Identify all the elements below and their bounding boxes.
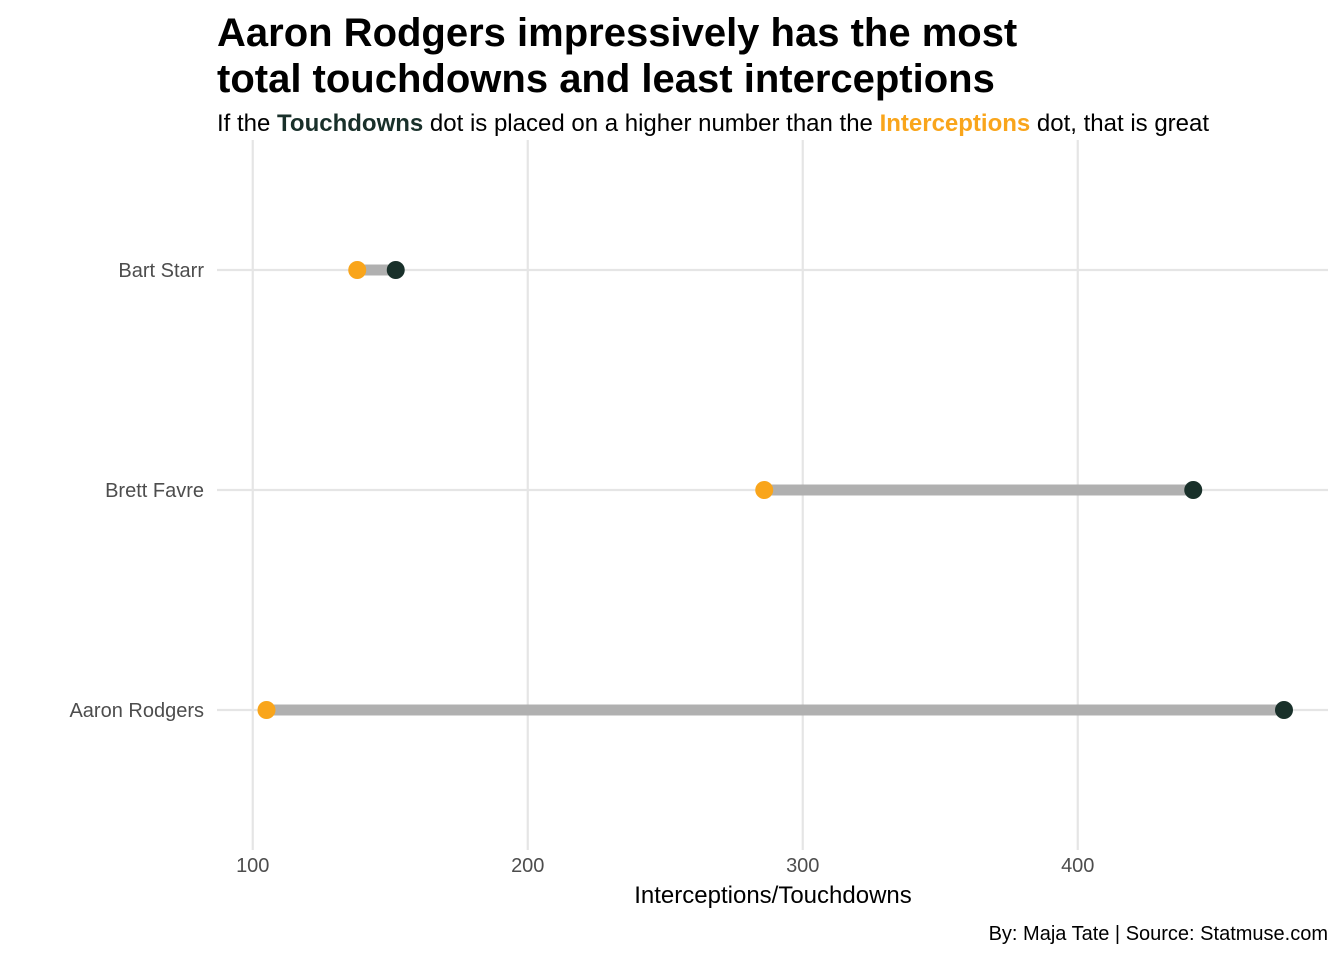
subtitle-text-1: If the (217, 110, 278, 137)
touchdowns-point (1184, 481, 1203, 499)
chart-title-line-1: Aaron Rodgers impressively has the most (217, 11, 1018, 55)
subtitle-interceptions-word: Interceptions (879, 110, 1031, 137)
interceptions-point (755, 481, 774, 499)
chart-subtitle: If the Touchdowns dot is placed on a hig… (217, 109, 1209, 139)
touchdowns-point (386, 261, 405, 279)
x-tick-label: 100 (236, 855, 269, 877)
x-tick-label: 200 (511, 855, 544, 877)
y-tick-label: Aaron Rodgers (69, 700, 204, 722)
chart-caption: By: Maja Tate | Source: Statmuse.com (988, 923, 1328, 945)
chart-title-line-2: total touchdowns and least interceptions (217, 57, 995, 101)
touchdowns-point (1275, 701, 1293, 719)
interceptions-point (257, 701, 276, 719)
y-axis-labels: Aaron Rodgers Brett Favre Bart Starr (69, 260, 204, 722)
y-tick-label: Bart Starr (118, 260, 204, 282)
subtitle-text-3: dot, that is great (1030, 110, 1210, 137)
dumbbell-points (257, 261, 1293, 719)
x-axis-title: Interceptions/Touchdowns (634, 882, 912, 909)
x-tick-label: 400 (1061, 855, 1094, 877)
interceptions-point (348, 261, 367, 279)
subtitle-touchdowns-word: Touchdowns (277, 110, 424, 137)
y-tick-label: Brett Favre (105, 480, 204, 502)
subtitle-text-2: dot is placed on a higher number than th… (423, 110, 880, 137)
chart-title: Aaron Rodgers impressively has the most … (217, 10, 1217, 102)
x-axis-labels: 100 200 300 400 (236, 855, 1094, 877)
x-tick-label: 300 (786, 855, 819, 877)
